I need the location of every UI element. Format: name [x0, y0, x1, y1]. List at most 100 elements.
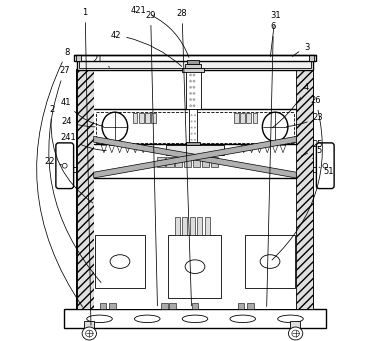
Circle shape [62, 163, 67, 168]
Bar [202, 157, 209, 167]
Bar [99, 303, 106, 309]
Bar [76, 55, 81, 61]
Bar [169, 303, 176, 309]
Text: 51: 51 [319, 167, 333, 176]
Bar [158, 157, 165, 167]
Ellipse shape [135, 315, 160, 323]
Text: 42: 42 [111, 31, 182, 66]
Text: 3: 3 [292, 43, 310, 56]
Bar [145, 113, 150, 123]
Text: 25: 25 [301, 140, 323, 156]
Circle shape [191, 127, 193, 129]
Circle shape [194, 120, 196, 122]
Bar [77, 70, 313, 309]
FancyBboxPatch shape [316, 143, 334, 189]
Bar [79, 61, 311, 68]
Polygon shape [140, 145, 146, 153]
Circle shape [191, 133, 193, 135]
Polygon shape [249, 145, 254, 153]
Bar [77, 70, 94, 309]
Text: 8: 8 [37, 48, 83, 307]
Bar [175, 217, 180, 235]
Bar [296, 70, 313, 309]
Bar [151, 113, 156, 123]
Text: 22: 22 [44, 157, 62, 166]
Ellipse shape [182, 315, 208, 323]
Bar [197, 217, 202, 235]
Bar [175, 157, 183, 167]
Circle shape [189, 80, 192, 83]
Ellipse shape [292, 330, 300, 337]
Ellipse shape [82, 327, 96, 340]
Bar [167, 157, 174, 167]
Polygon shape [101, 145, 107, 153]
Ellipse shape [110, 255, 130, 268]
Bar [168, 235, 221, 298]
Polygon shape [133, 145, 138, 153]
Bar [190, 217, 195, 235]
Ellipse shape [185, 260, 205, 273]
Text: 23: 23 [286, 113, 323, 127]
Bar [204, 217, 210, 235]
Bar [183, 68, 204, 72]
Polygon shape [264, 145, 270, 153]
Ellipse shape [85, 330, 93, 337]
Text: 1: 1 [83, 8, 91, 325]
Bar [95, 235, 145, 288]
Bar [291, 321, 300, 328]
Circle shape [191, 114, 193, 116]
Bar [186, 70, 201, 109]
Circle shape [193, 80, 195, 83]
Polygon shape [94, 136, 296, 178]
Text: 26: 26 [272, 96, 323, 260]
Text: 21: 21 [93, 55, 110, 67]
Bar [161, 303, 168, 309]
Polygon shape [109, 145, 115, 153]
Circle shape [194, 127, 196, 129]
Bar [245, 235, 294, 288]
Bar [191, 303, 199, 309]
Ellipse shape [289, 327, 303, 340]
Circle shape [189, 86, 192, 89]
Ellipse shape [230, 315, 255, 323]
Text: 29: 29 [145, 11, 158, 306]
Text: 421: 421 [131, 6, 189, 57]
Text: 28: 28 [177, 9, 191, 306]
Bar [246, 113, 251, 123]
Bar [193, 157, 200, 167]
Circle shape [193, 104, 195, 107]
Bar [238, 303, 245, 309]
FancyBboxPatch shape [56, 143, 74, 189]
Polygon shape [125, 145, 130, 153]
Bar [77, 59, 313, 70]
Bar [64, 309, 326, 328]
Polygon shape [280, 145, 286, 153]
Text: 2: 2 [49, 105, 93, 203]
Circle shape [323, 163, 328, 168]
Bar [133, 113, 137, 123]
Circle shape [193, 92, 195, 95]
Bar [189, 109, 197, 143]
Circle shape [189, 98, 192, 101]
Ellipse shape [278, 315, 303, 323]
Bar [74, 55, 316, 61]
Text: 6: 6 [267, 22, 276, 307]
Circle shape [191, 139, 193, 141]
Circle shape [194, 133, 196, 135]
Bar [94, 70, 296, 309]
Bar [187, 60, 199, 64]
Circle shape [193, 74, 195, 76]
Text: 241: 241 [60, 133, 106, 151]
Circle shape [194, 139, 196, 141]
Bar [211, 157, 218, 167]
Polygon shape [117, 145, 122, 153]
Polygon shape [272, 145, 278, 153]
Bar [184, 157, 191, 167]
Text: 24: 24 [61, 117, 95, 127]
Bar [166, 145, 224, 155]
Bar [182, 217, 187, 235]
Bar [185, 64, 202, 68]
Bar [309, 55, 314, 61]
Bar [247, 303, 254, 309]
Bar [240, 113, 245, 123]
